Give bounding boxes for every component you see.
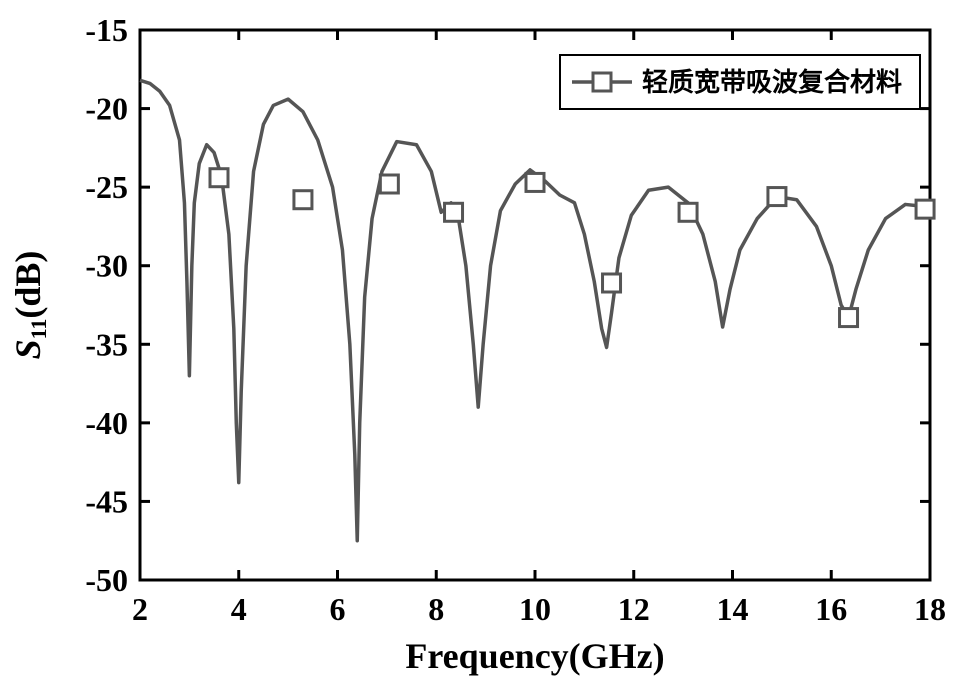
x-tick-label: 16 xyxy=(815,591,847,627)
x-tick-label: 10 xyxy=(519,591,551,627)
legend-label: 轻质宽带吸波复合材料 xyxy=(642,67,902,97)
y-tick-label: -40 xyxy=(85,405,128,441)
series-marker xyxy=(294,191,312,209)
series-marker xyxy=(840,309,858,327)
series-marker xyxy=(916,200,934,218)
series-marker xyxy=(445,203,463,221)
x-tick-label: 14 xyxy=(717,591,749,627)
series-marker xyxy=(679,203,697,221)
series-line xyxy=(140,80,930,540)
series-marker xyxy=(210,169,228,187)
y-tick-label: -35 xyxy=(85,326,128,362)
y-tick-label: -30 xyxy=(85,248,128,284)
series-marker xyxy=(380,175,398,193)
y-tick-label: -15 xyxy=(85,12,128,48)
x-tick-label: 4 xyxy=(231,591,247,627)
y-tick-label: -25 xyxy=(85,169,128,205)
y-tick-label: -45 xyxy=(85,483,128,519)
y-tick-label: -50 xyxy=(85,562,128,598)
plot-border xyxy=(140,30,930,580)
x-tick-label: 18 xyxy=(914,591,946,627)
x-tick-label: 2 xyxy=(132,591,148,627)
series-marker xyxy=(526,173,544,191)
y-axis-label: S11(dB) xyxy=(8,251,51,360)
x-tick-label: 12 xyxy=(618,591,650,627)
y-tick-label: -20 xyxy=(85,91,128,127)
x-tick-label: 6 xyxy=(330,591,346,627)
x-tick-label: 8 xyxy=(428,591,444,627)
chart-container: 2 4 6 8 10 12 14 16 18 -50 -45 -40 -35 -30 -25 -20 -15 Fr… xyxy=(0,0,974,688)
x-axis-label: Frequency(GHz) xyxy=(405,636,664,676)
legend-marker-sample xyxy=(593,73,611,91)
series-marker xyxy=(768,188,786,206)
chart-svg: 2 4 6 8 10 12 14 16 18 -50 -45 -40 -35 -30 -25 -20 -15 Fr… xyxy=(0,0,974,688)
series-marker xyxy=(603,274,621,292)
